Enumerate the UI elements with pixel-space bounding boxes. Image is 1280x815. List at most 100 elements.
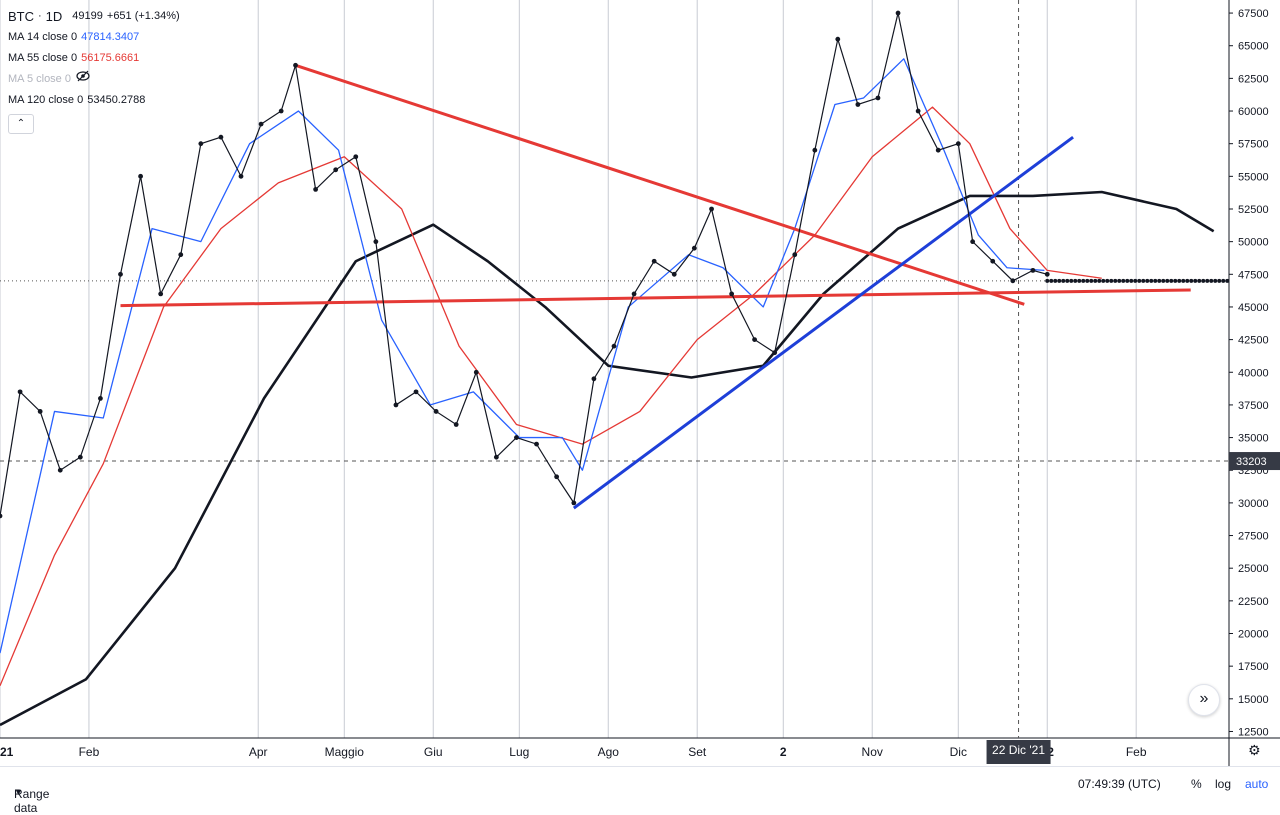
price-point <box>514 435 519 440</box>
y-tick-label: 47500 <box>1238 269 1269 281</box>
indicator-label: MA 5 close 0 <box>8 73 71 85</box>
price-point <box>1030 267 1036 273</box>
price-point <box>333 167 339 173</box>
projection-point <box>1065 278 1070 283</box>
y-tick-label: 30000 <box>1238 498 1269 510</box>
projection-point <box>1141 278 1146 283</box>
eye-off-icon[interactable] <box>75 69 91 90</box>
projection-point <box>1093 278 1098 283</box>
price-point <box>178 252 184 258</box>
projection-point <box>1185 278 1190 283</box>
projection-point <box>1149 278 1154 283</box>
projection-point <box>1165 278 1170 283</box>
projection-point <box>1085 278 1090 283</box>
x-tick-label: Maggio <box>325 745 365 759</box>
projection-point <box>1129 278 1134 283</box>
x-tick-label: Giu <box>424 745 443 759</box>
price-point <box>915 108 921 114</box>
price-point <box>812 147 818 153</box>
double-chevron-right-icon: » <box>1199 690 1209 707</box>
indicator-value: 53450.2788 <box>87 94 146 106</box>
indicator-ma5[interactable]: MA 5 close 0 <box>8 69 180 90</box>
price-point <box>772 350 778 356</box>
price-point <box>373 239 379 245</box>
auto-toggle[interactable]: auto <box>1245 777 1269 791</box>
ma-line-2 <box>0 106 1102 687</box>
blue-trendline <box>572 135 1074 510</box>
price-point <box>17 389 23 395</box>
price-change: +651 (+1.34%) <box>106 10 180 22</box>
interval-label[interactable]: 1D <box>45 9 63 24</box>
x-tick-label: Feb <box>79 745 100 759</box>
separator: · <box>38 10 42 22</box>
projection-point <box>1049 278 1054 283</box>
projection-point <box>1169 278 1174 283</box>
x-tick-label: Dic <box>950 745 967 759</box>
projection-point <box>1057 278 1062 283</box>
projection-point <box>1153 278 1158 283</box>
scroll-to-realtime-button[interactable]: » <box>1188 684 1220 716</box>
symbol-name[interactable]: BTC <box>8 9 34 24</box>
price-line <box>0 12 1048 517</box>
price-point <box>895 10 901 16</box>
y-tick-label: 25000 <box>1238 563 1269 575</box>
indicator-ma14[interactable]: MA 14 close 0 47814.3407 <box>8 27 180 48</box>
projection-point <box>1177 278 1182 283</box>
y-tick-label: 65000 <box>1238 41 1269 53</box>
projection-point <box>1197 278 1202 283</box>
price-point <box>198 141 204 147</box>
crosshair-price-label-bg <box>1229 452 1280 471</box>
projection-point <box>1081 278 1086 283</box>
crosshair-price-label: 33203 <box>1236 456 1267 468</box>
indicator-ma55[interactable]: MA 55 close 0 56175.6661 <box>8 48 180 69</box>
projection-point <box>1097 278 1102 283</box>
price-point <box>631 291 637 297</box>
gear-icon[interactable]: ⚙ <box>1248 742 1261 758</box>
chart-background <box>0 0 1280 766</box>
projection-point <box>1157 278 1162 283</box>
projection-point <box>1069 278 1074 283</box>
price-point <box>393 402 399 408</box>
percent-toggle[interactable]: % <box>1191 777 1202 791</box>
collapse-legend-button[interactable]: ⌃ <box>8 114 34 134</box>
log-toggle[interactable]: log <box>1215 777 1232 791</box>
projection-point <box>1077 278 1082 283</box>
projection-point <box>1209 278 1214 283</box>
price-point <box>835 36 841 42</box>
projection-point <box>1189 278 1194 283</box>
clock-time[interactable]: 07:49:39 (UTC) <box>1078 777 1161 791</box>
price-point <box>591 376 597 382</box>
projection-point <box>1045 278 1050 283</box>
symbol-header: BTC · 1D 49199 +651 (+1.34%) <box>8 6 180 27</box>
chevron-up-icon: ⌃ <box>16 118 26 129</box>
price-point <box>0 513 3 519</box>
price-point <box>611 343 617 349</box>
y-tick-label: 62500 <box>1238 73 1269 85</box>
x-tick-label: Apr <box>249 745 268 759</box>
price-point <box>493 454 499 460</box>
projection-point <box>1117 278 1122 283</box>
price-point <box>57 467 63 473</box>
projection-point <box>1061 278 1066 283</box>
price-point <box>413 389 419 395</box>
indicator-value: 47814.3407 <box>81 31 140 43</box>
projection-point <box>1125 278 1130 283</box>
projection-point <box>1113 278 1118 283</box>
indicator-ma120[interactable]: MA 120 close 0 53450.2788 <box>8 90 180 111</box>
y-tick-label: 57500 <box>1238 139 1269 151</box>
y-tick-label: 50000 <box>1238 237 1269 249</box>
projection-point <box>1221 278 1226 283</box>
price-chart[interactable]: 12500 15000 17500 20000 22500 25000 27500 30000… <box>0 0 1280 766</box>
y-tick-label: 67500 <box>1238 8 1269 20</box>
projection-point <box>1053 278 1058 283</box>
crosshair-date-label: 22 Dic '21 <box>992 743 1045 757</box>
y-tick-label: 37500 <box>1238 400 1269 412</box>
last-price: 49199 <box>72 10 103 22</box>
price-point <box>158 291 164 297</box>
projection-point <box>1173 278 1178 283</box>
x-tick-label: 2021 <box>0 745 14 759</box>
y-tick-label: 42500 <box>1238 335 1269 347</box>
projection-point <box>1217 278 1222 283</box>
price-point <box>1044 271 1050 277</box>
price-point <box>691 245 697 251</box>
